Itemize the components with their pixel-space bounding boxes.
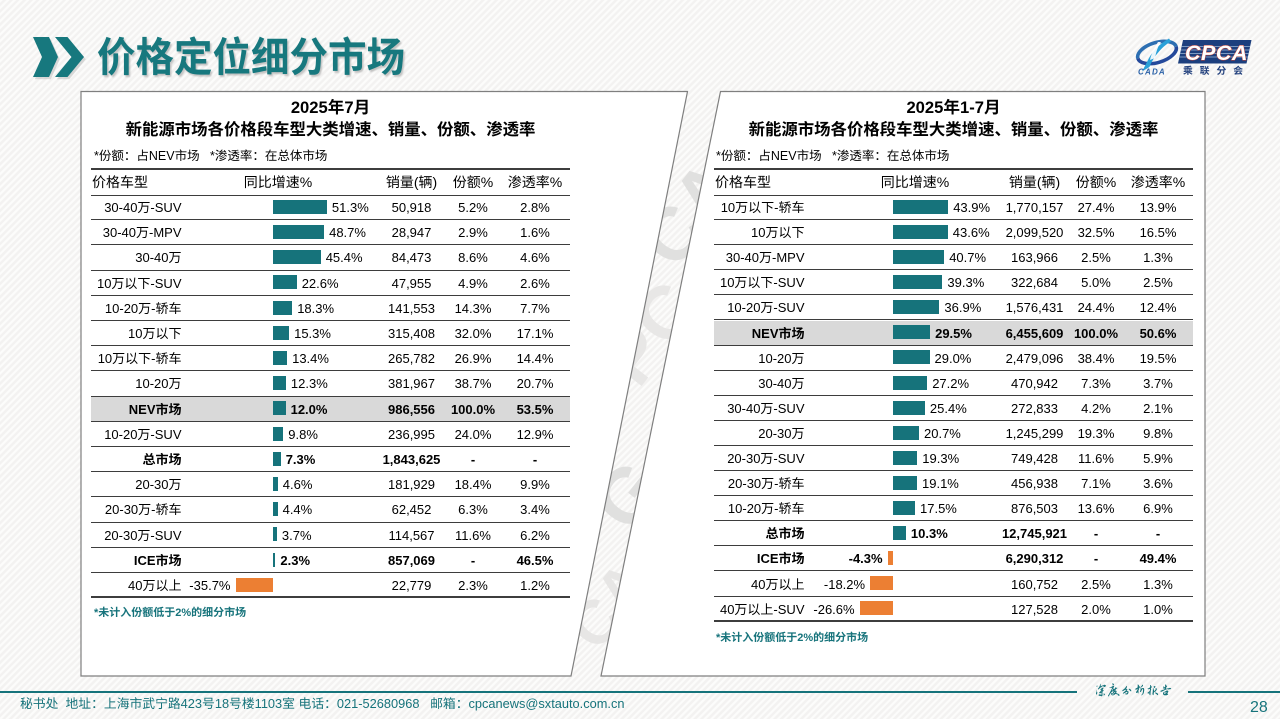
svg-text:CPCA: CPCA <box>1185 41 1248 65</box>
svg-text:CADA: CADA <box>1138 68 1166 77</box>
svg-text:乘联分会: 乘联分会 <box>1183 63 1243 77</box>
